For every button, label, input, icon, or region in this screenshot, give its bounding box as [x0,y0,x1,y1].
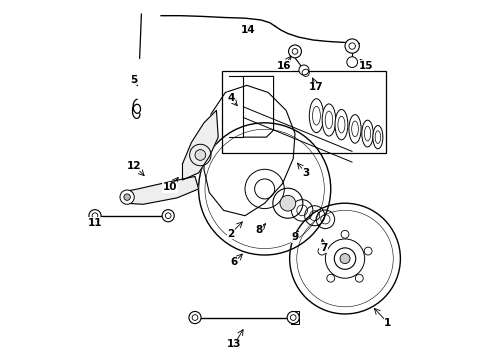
Text: 1: 1 [384,318,392,328]
Ellipse shape [313,106,320,125]
Circle shape [289,45,301,58]
Polygon shape [182,111,218,180]
Text: 9: 9 [292,232,298,242]
Text: 7: 7 [320,243,327,253]
Ellipse shape [373,126,383,149]
Circle shape [124,194,130,201]
Bar [222,71,386,153]
Circle shape [89,210,101,222]
Ellipse shape [309,99,323,133]
Text: 17: 17 [309,82,324,92]
Ellipse shape [352,121,358,137]
Ellipse shape [349,114,361,143]
Circle shape [120,190,134,204]
Text: 15: 15 [359,61,374,71]
Text: 4: 4 [227,93,234,103]
Text: 11: 11 [88,218,102,228]
Ellipse shape [338,116,345,133]
Circle shape [340,253,350,264]
Text: 12: 12 [127,161,142,171]
Ellipse shape [375,131,381,144]
Text: 8: 8 [256,225,263,235]
Text: 6: 6 [231,257,238,267]
Text: 13: 13 [227,339,242,349]
Ellipse shape [325,111,333,129]
Ellipse shape [365,126,370,141]
Circle shape [287,311,299,324]
Circle shape [162,210,174,222]
Polygon shape [125,176,198,204]
Ellipse shape [362,120,373,147]
Text: 5: 5 [131,75,138,85]
Text: 3: 3 [302,168,309,178]
Circle shape [280,195,296,211]
Ellipse shape [335,109,348,140]
Circle shape [345,39,359,53]
Circle shape [189,311,201,324]
Circle shape [334,248,356,269]
Text: 2: 2 [227,229,234,239]
Ellipse shape [322,104,336,136]
Text: 16: 16 [277,61,292,71]
Text: 14: 14 [241,25,256,35]
Text: 10: 10 [163,182,177,192]
Circle shape [195,150,206,160]
Circle shape [347,57,358,67]
Circle shape [299,65,309,75]
